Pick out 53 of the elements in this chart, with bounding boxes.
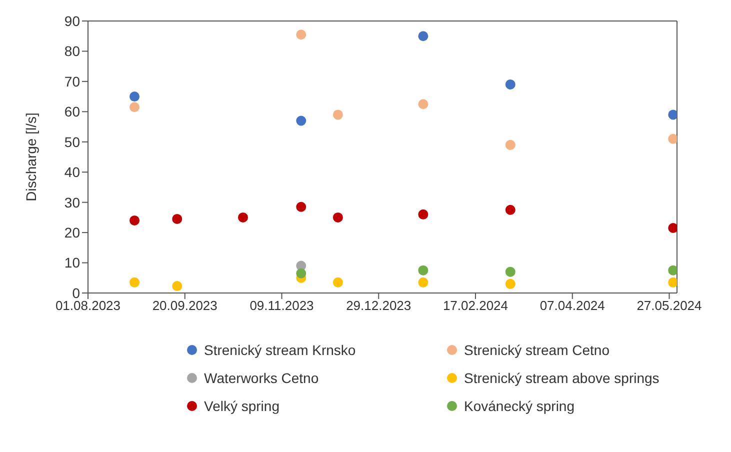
y-tick-label: 90 (64, 12, 80, 29)
point (296, 116, 306, 126)
legend-label: Strenický stream above springs (464, 370, 660, 386)
y-tick-label: 30 (64, 194, 80, 210)
point (130, 215, 140, 226)
point (505, 140, 516, 150)
legend-label: Strenický stream Cetno (464, 342, 610, 358)
point (505, 204, 516, 215)
point (296, 202, 306, 212)
point (668, 110, 677, 120)
point (668, 223, 677, 234)
x-tick-label: 27.05.2024 (636, 298, 702, 314)
y-tick-label: 70 (64, 73, 80, 90)
x-tick-label: 29.12.2023 (346, 298, 412, 314)
y-tick-label: 0 (72, 284, 80, 301)
y-tick-label: 20 (64, 224, 80, 241)
point (130, 92, 140, 102)
point (668, 134, 677, 144)
point (296, 30, 306, 40)
point (505, 266, 516, 277)
y-tick-label: 10 (64, 254, 80, 271)
legend-label: Velký spring (204, 398, 280, 414)
point (505, 278, 516, 289)
point (130, 277, 140, 288)
point (332, 110, 343, 120)
point (418, 31, 428, 42)
y-tick-label: 50 (64, 134, 80, 150)
point (332, 212, 343, 222)
legend-label: Waterworks Cetno (204, 370, 319, 386)
point (668, 265, 677, 276)
legend-label: Kovánecký spring (464, 398, 575, 414)
point (238, 212, 248, 222)
point (172, 214, 182, 224)
point (172, 281, 182, 292)
y-tick-label: 40 (64, 164, 80, 180)
x-tick-label: 01.08.2023 (55, 298, 121, 314)
point (332, 277, 343, 288)
point (130, 102, 140, 112)
point (296, 268, 306, 278)
point (418, 99, 428, 110)
legend-label: Strenický stream Krnsko (204, 342, 356, 358)
point (418, 209, 428, 220)
y-tick-label: 80 (64, 43, 80, 60)
point (418, 265, 428, 276)
point (418, 277, 428, 288)
x-tick-label: 17.02.2024 (442, 298, 508, 314)
y-tick-label: 60 (64, 104, 80, 120)
point (505, 79, 516, 90)
x-tick-label: 09.11.2023 (250, 298, 314, 314)
y-axis-title: Discharge [l/s] (22, 112, 39, 202)
x-tick-label: 20.09.2023 (152, 298, 218, 314)
x-tick-label: 07.04.2024 (540, 298, 605, 314)
point (668, 277, 677, 288)
